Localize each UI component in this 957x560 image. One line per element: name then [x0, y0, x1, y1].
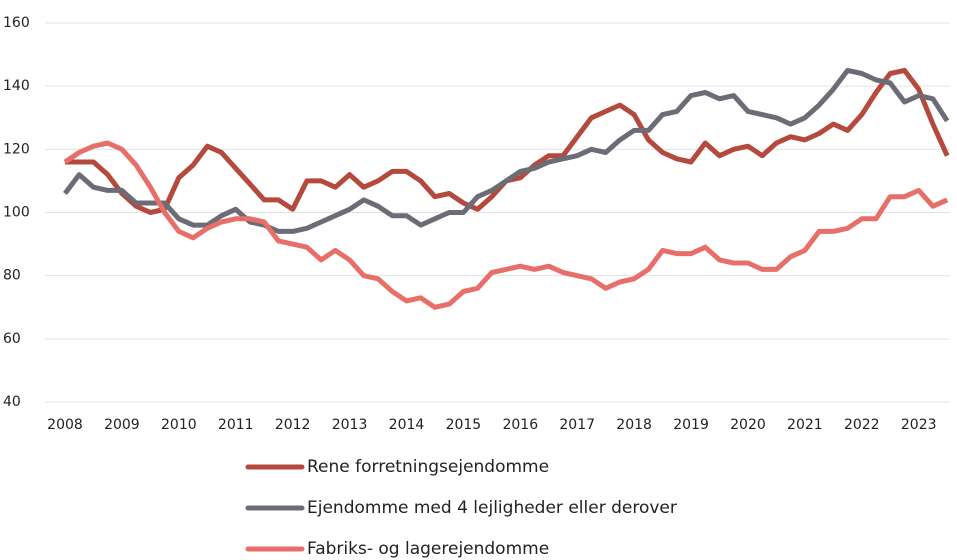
x-tick-label: 2015: [446, 417, 482, 433]
x-tick-label: 2018: [616, 417, 652, 433]
x-tick-label: 2016: [502, 417, 538, 433]
x-tick-label: 2021: [787, 417, 823, 433]
x-tick-label: 2022: [844, 417, 880, 433]
x-tick-label: 2012: [275, 417, 311, 433]
legend-label: Rene forretningsejendomme: [307, 457, 549, 477]
y-tick-label: 120: [3, 141, 30, 157]
x-tick-label: 2010: [161, 417, 197, 433]
y-tick-label: 100: [3, 205, 30, 221]
y-tick-label: 40: [3, 394, 21, 410]
series-line: [63, 140, 949, 310]
x-tick-label: 2014: [389, 417, 425, 433]
x-tick-label: 2009: [104, 417, 140, 433]
x-tick-label: 2023: [901, 417, 937, 433]
legend-label: Ejendomme med 4 lejligheder eller derove…: [307, 498, 677, 518]
x-tick-label: 2008: [47, 417, 83, 433]
x-tick-label: 2011: [218, 417, 254, 433]
x-tick-label: 2017: [559, 417, 595, 433]
y-tick-label: 160: [3, 15, 30, 31]
x-tick-label: 2019: [673, 417, 709, 433]
y-tick-label: 60: [3, 331, 21, 347]
y-tick-label: 140: [3, 78, 30, 94]
legend-label: Fabriks- og lagerejendomme: [307, 539, 549, 559]
x-tick-label: 2020: [730, 417, 766, 433]
series-line: [63, 67, 950, 234]
x-tick-label: 2013: [332, 417, 368, 433]
y-tick-label: 80: [3, 268, 21, 284]
series-line: [65, 67, 950, 215]
